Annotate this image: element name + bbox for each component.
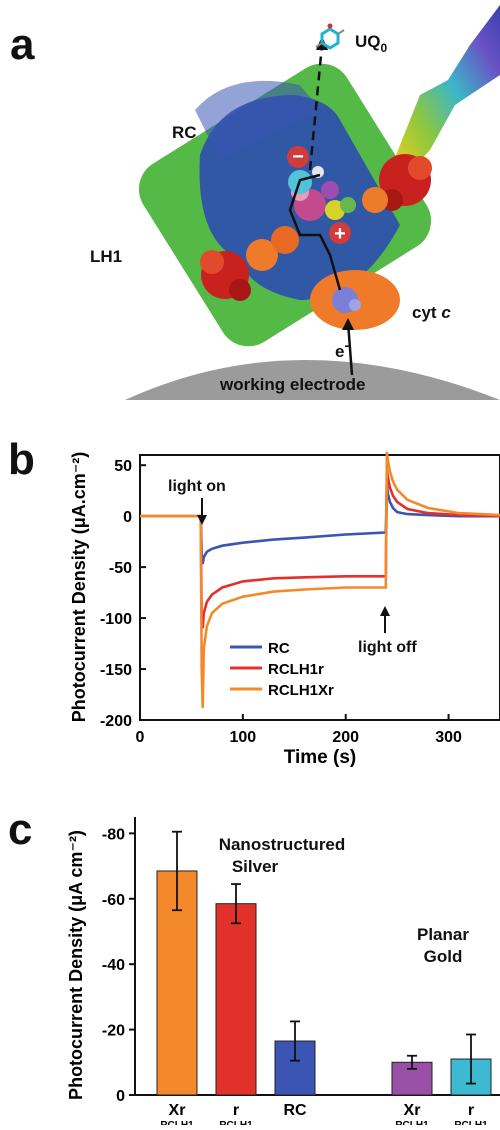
legend-label: RCLH1Xr xyxy=(268,682,334,699)
bar xyxy=(215,903,257,1096)
panel-letter-b: b xyxy=(8,435,35,484)
ubiquinone-icon xyxy=(315,23,345,50)
y-tick-label: -150 xyxy=(100,662,132,679)
label-uq-subscript: 0 xyxy=(381,41,388,55)
label-cyt-c: c xyxy=(441,303,451,322)
plus-sign: + xyxy=(334,223,346,245)
bar-sublabel: RCLH1 xyxy=(219,1120,253,1125)
x-tick-label: 0 xyxy=(136,729,145,746)
panel-b-chart: b 50 0 -50 -100 -150 -200 0 100 200 300 Time (s) Ph… xyxy=(0,395,500,795)
bar-label: r xyxy=(468,1102,474,1119)
x-tick-label: 100 xyxy=(230,729,257,746)
svg-text:UQ0: UQ0 xyxy=(355,32,388,55)
bar-label: Xr xyxy=(169,1102,186,1119)
y-tick-label: -50 xyxy=(109,560,132,577)
y-tick-label: -100 xyxy=(100,611,132,628)
bar-sublabel: RCLH1 xyxy=(395,1120,429,1125)
pigment-cluster-right xyxy=(362,154,432,213)
bar-sublabel: RCLH1 xyxy=(454,1120,488,1125)
legend-label: RC xyxy=(268,640,290,657)
y-tick-label: 0 xyxy=(116,1088,125,1105)
label-electron-sup: - xyxy=(344,337,349,353)
y-axis-label: Photocurrent Density (μA cm⁻²) xyxy=(66,830,86,1100)
bar-chart: 0 -20 -40 -60 -80 Photocurrent Density (μA cm… xyxy=(66,817,500,1130)
label-uq: UQ xyxy=(355,32,381,51)
light-beam xyxy=(392,5,500,180)
label-electron: e xyxy=(335,342,344,361)
group-label-line1-silver: Nanostructured xyxy=(219,835,346,854)
pigment-cluster-center xyxy=(288,166,356,221)
y-tick-label: -200 xyxy=(100,713,132,730)
y-tick-label: -20 xyxy=(102,1023,125,1040)
bar-label: Xr xyxy=(404,1102,421,1119)
y-tick-label: 50 xyxy=(114,458,132,475)
panel-c-chart: c 0 -20 -40 -60 -80 Photocurrent Density (μA … xyxy=(0,795,500,1130)
panel-letter-c: c xyxy=(8,805,33,854)
minus-sign: − xyxy=(292,146,304,168)
y-axis-label: Photocurrent Density (μA.cm⁻²) xyxy=(69,452,89,723)
legend-label: RCLH1r xyxy=(268,661,324,678)
series-line-rclh1r xyxy=(140,470,500,629)
series-line-rclh1xr xyxy=(140,451,500,708)
label-working-electrode: working electrode xyxy=(219,375,365,394)
y-tick-label: 0 xyxy=(123,509,132,526)
group-label-line2-gold: Gold xyxy=(424,947,463,966)
working-electrode-surface xyxy=(125,360,500,400)
panel-letter-a: a xyxy=(10,20,35,69)
label-lh1: LH1 xyxy=(90,247,122,266)
electron-path xyxy=(288,44,354,376)
group-label-line1-gold: Planar xyxy=(417,925,469,944)
minus-charge-icon xyxy=(287,146,309,168)
annotation-light-off: light off xyxy=(358,639,417,656)
x-tick-label: 300 xyxy=(435,729,462,746)
pigment-cluster-left xyxy=(200,226,299,301)
schematic-figure: − + RC LH1 UQ0 cyt c e- working electrod… xyxy=(90,5,500,400)
group-label-line2-silver: Silver xyxy=(232,857,279,876)
label-rc: RC xyxy=(172,123,197,142)
plot-frame xyxy=(139,454,500,721)
y-tick-label: -80 xyxy=(102,826,125,843)
label-cyt: cyt xyxy=(412,303,437,322)
x-tick-label: 200 xyxy=(332,729,359,746)
y-tick-label: -60 xyxy=(102,892,125,909)
bar-label: r xyxy=(233,1102,239,1119)
plus-charge-icon xyxy=(329,222,351,244)
x-axis-label: Time (s) xyxy=(284,747,357,768)
annotation-light-on: light on xyxy=(168,478,226,495)
bar-label: RC xyxy=(283,1102,307,1119)
svg-text:cyt c: cyt c xyxy=(412,303,451,322)
y-tick-label: -40 xyxy=(102,957,125,974)
bar-sublabel: RCLH1 xyxy=(160,1120,194,1125)
svg-text:e-: e- xyxy=(335,337,349,361)
series-line-rc xyxy=(140,485,500,565)
panel-a-schematic: a xyxy=(0,0,500,400)
